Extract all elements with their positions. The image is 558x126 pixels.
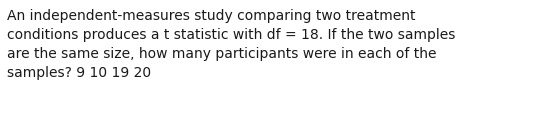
Text: An independent-measures study comparing two treatment
conditions produces a t st: An independent-measures study comparing … <box>7 9 456 80</box>
